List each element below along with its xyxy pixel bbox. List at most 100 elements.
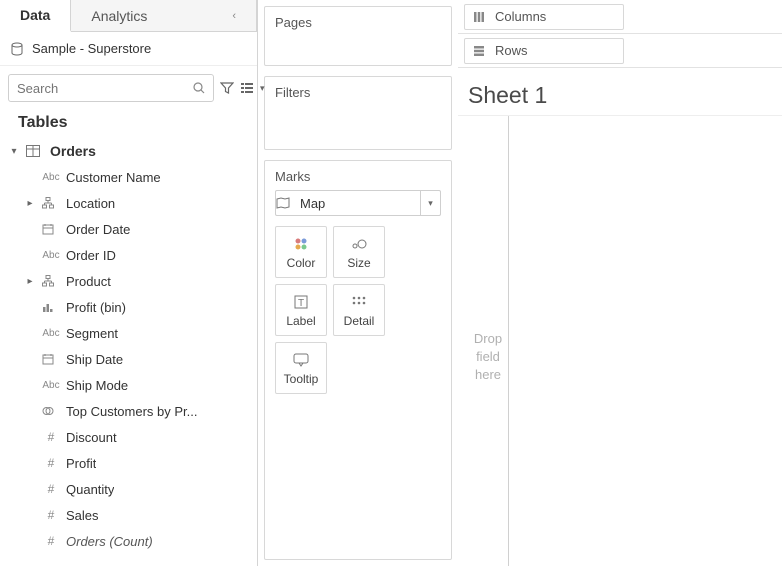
field-type-icon: Abc xyxy=(42,249,60,261)
drop-hint-1: Drop xyxy=(468,330,508,348)
filters-label: Filters xyxy=(275,85,441,100)
size-icon xyxy=(350,235,368,253)
table-row-orders[interactable]: ▾ Orders xyxy=(0,138,255,164)
field-row[interactable]: # Discount xyxy=(0,424,255,450)
field-row[interactable]: Abc Ship Mode xyxy=(0,372,255,398)
rows-shelf-row: Rows xyxy=(458,34,782,68)
rows-icon xyxy=(473,45,487,57)
field-type-icon: # xyxy=(42,456,60,470)
rows-drop[interactable] xyxy=(630,38,782,64)
color-icon xyxy=(293,235,309,253)
rows-label: Rows xyxy=(495,43,528,58)
tables-header: Tables xyxy=(0,110,257,138)
field-row[interactable]: ▸ Product xyxy=(0,268,255,294)
field-row[interactable]: # Sales xyxy=(0,502,255,528)
mark-type-dropdown-icon[interactable]: ▾ xyxy=(420,191,440,215)
field-type-icon: # xyxy=(42,482,60,496)
map-icon xyxy=(276,197,300,209)
tab-data[interactable]: Data xyxy=(0,0,71,32)
field-label: Orders (Count) xyxy=(66,534,153,549)
field-row[interactable]: # Quantity xyxy=(0,476,255,502)
field-label: Product xyxy=(66,274,111,289)
marks-label: Marks xyxy=(275,169,441,184)
field-type-icon xyxy=(42,275,60,287)
mark-type-select[interactable]: Map ▾ xyxy=(275,190,441,216)
mark-btn-label: Color xyxy=(287,256,316,270)
mark-label-button[interactable]: TLabel xyxy=(275,284,327,336)
drop-hint-2: field xyxy=(468,348,508,366)
field-row[interactable]: Profit (bin) xyxy=(0,294,255,320)
filter-icon[interactable] xyxy=(220,79,234,97)
field-type-icon: Abc xyxy=(42,171,60,183)
field-label: Ship Mode xyxy=(66,378,128,393)
rows-shelf[interactable]: Rows xyxy=(464,38,624,64)
field-label: Ship Date xyxy=(66,352,123,367)
field-type-icon: # xyxy=(42,508,60,522)
list-view-icon[interactable] xyxy=(240,79,254,97)
columns-shelf[interactable]: Columns xyxy=(464,4,624,30)
field-label: Quantity xyxy=(66,482,114,497)
field-row[interactable]: #Orders (Count) xyxy=(0,528,255,554)
pages-shelf[interactable]: Pages xyxy=(264,6,452,66)
field-row[interactable]: Abc Order ID xyxy=(0,242,255,268)
data-pane-tabs: Data Analytics ‹ xyxy=(0,0,257,32)
field-row[interactable]: # Profit xyxy=(0,450,255,476)
mark-detail-button[interactable]: Detail xyxy=(333,284,385,336)
columns-drop[interactable] xyxy=(630,4,782,30)
marks-button-grid: Color Size TLabel Detail Tooltip xyxy=(275,226,441,394)
search-input[interactable] xyxy=(17,81,193,96)
chevron-left-icon: ‹ xyxy=(232,10,236,22)
filters-shelf[interactable]: Filters xyxy=(264,76,452,150)
field-row[interactable]: Ship Date xyxy=(0,346,255,372)
datasource-icon xyxy=(10,42,24,56)
table-label: Orders xyxy=(50,143,96,159)
mark-btn-label: Size xyxy=(347,256,370,270)
field-row[interactable]: Top Customers by Pr... xyxy=(0,398,255,424)
field-row[interactable]: Abc Segment xyxy=(0,320,255,346)
mark-type-value: Map xyxy=(300,196,420,211)
field-type-icon xyxy=(42,405,60,417)
mark-btn-label: Tooltip xyxy=(284,372,319,386)
axis-line xyxy=(508,116,509,566)
field-type-icon: Abc xyxy=(42,327,60,339)
field-row[interactable]: Order Date xyxy=(0,216,255,242)
drop-hint-3: here xyxy=(468,366,508,384)
chevron-right-icon: ▸ xyxy=(24,198,36,209)
mark-btn-label: Detail xyxy=(344,314,375,328)
tooltip-icon xyxy=(293,351,309,369)
field-type-icon: # xyxy=(42,430,60,444)
viz-canvas[interactable]: Drop field here xyxy=(458,115,782,566)
mark-color-button[interactable]: Color xyxy=(275,226,327,278)
field-tree: ▾ Orders AbcCustomer Name▸LocationOrder Da… xyxy=(0,138,257,566)
field-row[interactable]: AbcCustomer Name xyxy=(0,164,255,190)
field-label: Discount xyxy=(66,430,117,445)
datasource-name: Sample - Superstore xyxy=(32,41,151,56)
mark-btn-label: Label xyxy=(286,314,315,328)
drop-field-hint: Drop field here xyxy=(468,330,508,385)
field-label: Sales xyxy=(66,508,99,523)
field-label: Segment xyxy=(66,326,118,341)
field-label: Order ID xyxy=(66,248,116,263)
mark-tooltip-button[interactable]: Tooltip xyxy=(275,342,327,394)
pages-label: Pages xyxy=(275,15,441,30)
field-type-icon: Abc xyxy=(42,379,60,391)
field-label: Profit (bin) xyxy=(66,300,126,315)
datasource-row[interactable]: Sample - Superstore xyxy=(0,32,257,66)
sheet-title[interactable]: Sheet 1 xyxy=(458,68,782,115)
field-type-icon xyxy=(42,301,60,313)
mark-size-button[interactable]: Size xyxy=(333,226,385,278)
field-row[interactable]: ▸Location xyxy=(0,190,255,216)
columns-label: Columns xyxy=(495,9,546,24)
field-type-icon xyxy=(42,353,60,365)
field-type-icon xyxy=(42,223,60,235)
field-label: Profit xyxy=(66,456,96,471)
tab-analytics-label: Analytics xyxy=(91,8,147,24)
marks-card: Marks Map ▾ Color Size TLabel Detail Tooltip xyxy=(264,160,452,560)
view-dropdown-icon[interactable]: ▾ xyxy=(260,83,265,94)
search-input-wrap[interactable] xyxy=(8,74,214,102)
chevron-right-icon: ▸ xyxy=(24,276,36,287)
field-type-icon xyxy=(42,197,60,209)
tab-analytics[interactable]: Analytics ‹ xyxy=(71,0,257,31)
chevron-down-icon: ▾ xyxy=(8,146,20,157)
table-icon xyxy=(26,145,44,157)
